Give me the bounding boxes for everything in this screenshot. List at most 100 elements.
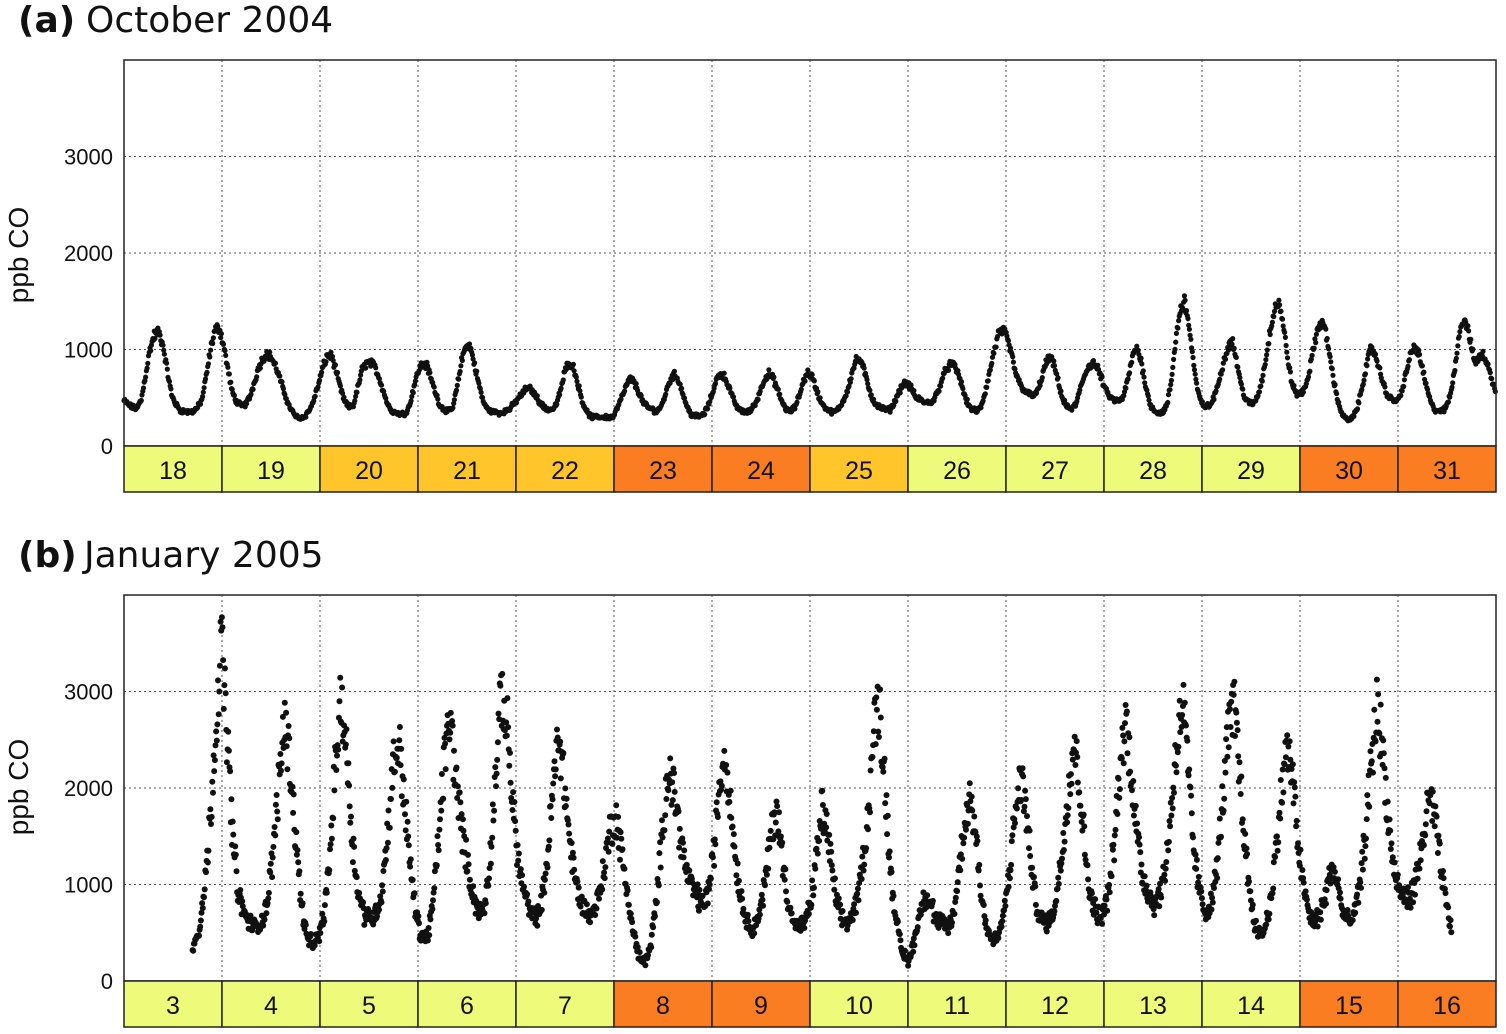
data-point [843,393,849,399]
data-point [1423,808,1430,815]
data-point [593,905,600,912]
data-point [774,803,781,810]
data-point [270,843,277,850]
data-point [218,331,224,337]
data-point [210,340,216,347]
data-point [1039,375,1045,381]
data-point [792,406,798,412]
y-tick-label: 3000 [64,145,113,170]
data-point [161,347,167,353]
data-point [404,818,411,825]
data-point [1447,394,1453,400]
data-point [606,828,613,835]
data-point [293,851,300,858]
data-point [1327,880,1334,887]
data-point [1466,328,1472,334]
data-point [454,795,461,801]
data-point [202,376,209,382]
data-point [426,932,433,939]
data-point [1190,354,1196,361]
data-point [991,350,997,356]
data-point [569,849,576,856]
data-point [683,861,690,868]
data-point [479,394,486,401]
data-point [1268,895,1275,902]
data-point [1243,845,1250,852]
data-point [272,832,279,839]
data-point [771,809,778,816]
data-point [346,803,353,810]
data-point [453,387,460,393]
data-point [634,944,641,951]
data-point [504,695,511,702]
data-point [1405,884,1411,891]
data-point [469,352,475,358]
data-point [1183,308,1190,314]
data-point [609,840,616,847]
data-point [376,376,382,382]
data-point [966,780,973,787]
data-point [319,369,325,375]
data-point [446,736,453,743]
data-point [470,356,476,362]
data-point [657,839,664,846]
data-point [905,962,912,969]
data-point [164,366,170,372]
data-point [424,937,431,944]
data-point [1270,885,1277,892]
data-point [219,624,226,631]
day-label-11: 11 [944,992,970,1020]
data-point [1186,766,1193,773]
data-point [1239,816,1246,823]
data-point [1374,718,1381,725]
data-point [1270,859,1277,866]
data-point [565,821,572,828]
data-point [677,381,683,387]
data-point [1111,832,1118,839]
data-point [311,942,318,949]
data-point [1167,799,1174,806]
data-point [832,875,838,882]
data-point [1434,850,1441,856]
data-point [1271,308,1278,314]
data-point [497,682,504,689]
data-point [223,352,229,358]
data-point [629,919,636,926]
data-point [1181,699,1188,706]
data-point [1264,352,1270,358]
day-cell-22 [515,445,615,493]
data-point [721,747,728,754]
data-point [1405,363,1411,369]
data-point [867,387,873,393]
data-point [427,916,434,923]
data-point [379,882,386,889]
data-point [726,798,733,805]
data-point [855,897,862,904]
data-point [823,824,830,831]
data-point [385,807,392,814]
data-point [303,414,309,420]
data-point [279,379,285,385]
data-point [1485,361,1491,367]
data-point [1220,367,1226,373]
data-point [707,399,713,405]
data-point [1414,875,1421,882]
data-point [980,902,987,908]
data-point [973,833,980,840]
data-point [576,383,582,389]
data-point [503,719,510,726]
data-point [519,872,526,879]
data-point [901,947,908,954]
data-point [361,921,368,928]
data-point [615,813,622,820]
data-point [867,767,874,774]
data-point [1064,819,1071,826]
data-point [1236,759,1243,766]
data-point [562,803,569,809]
data-point [456,376,462,382]
data-point [524,891,531,898]
data-point [1088,890,1095,897]
data-point [1005,338,1012,344]
data-point [1015,785,1022,792]
data-point [1454,350,1460,356]
